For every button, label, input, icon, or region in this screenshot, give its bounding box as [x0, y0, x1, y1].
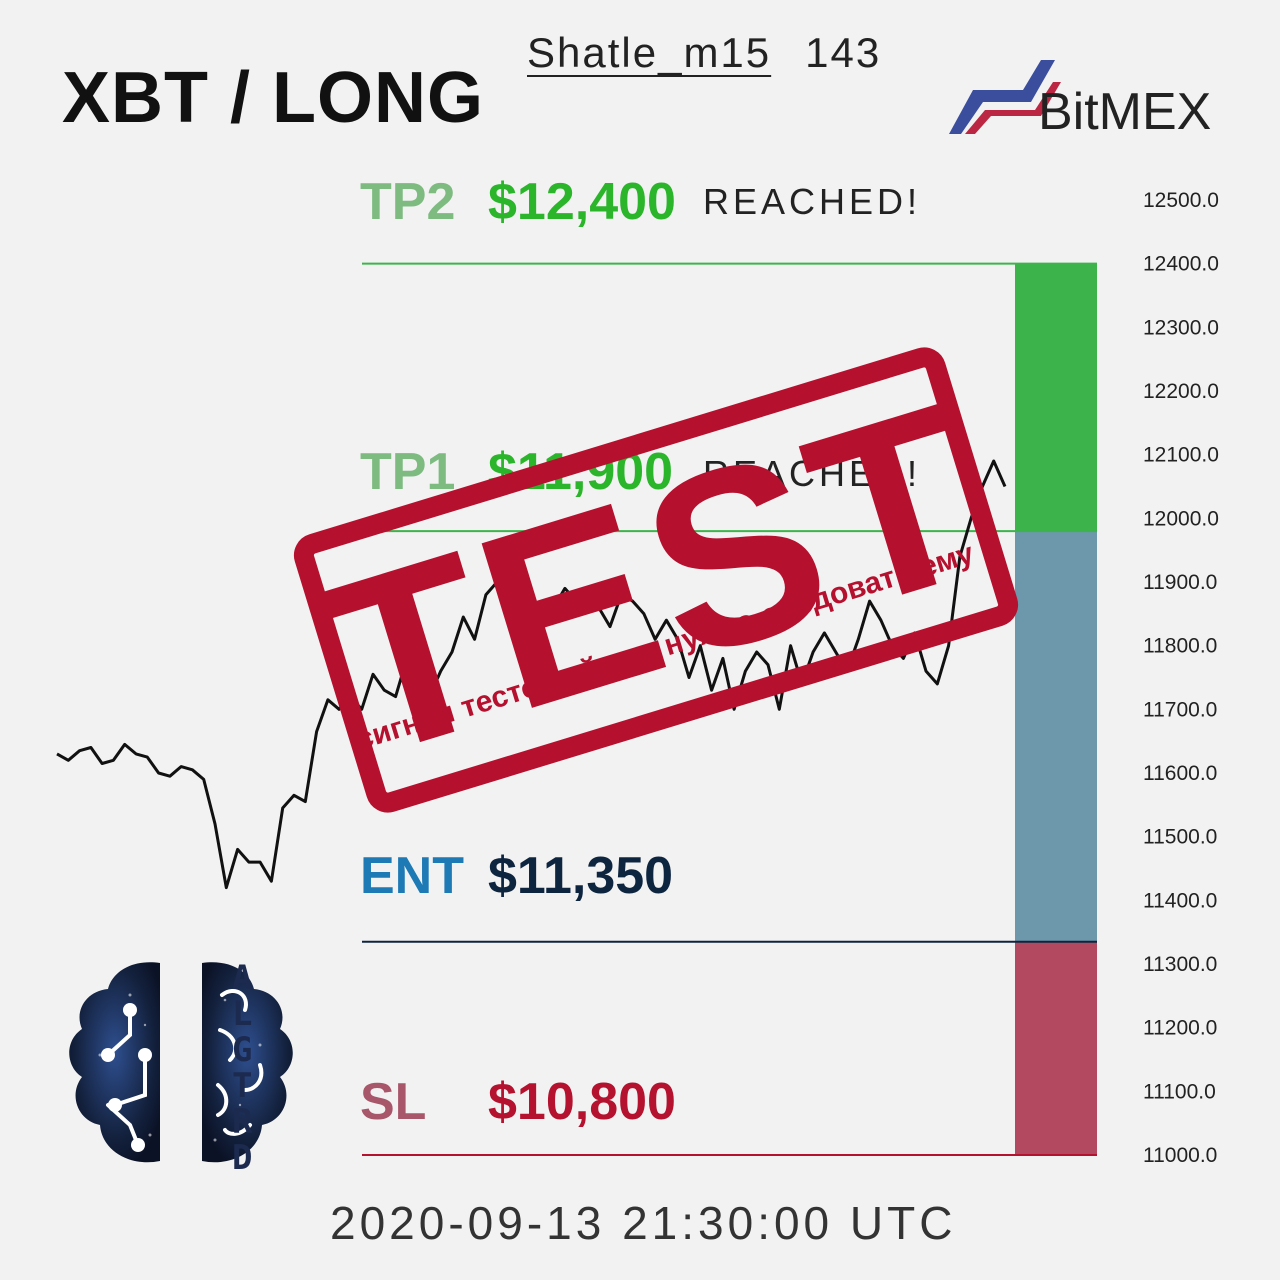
tp2-price: $12,400: [488, 173, 676, 231]
price-series-line: [56, 459, 1007, 890]
y-tick-label: 11200.0: [1143, 1017, 1217, 1040]
y-tick-label: 11100.0: [1143, 1080, 1216, 1103]
strategy-info: Shatle_m15 143: [527, 32, 881, 74]
sl-label: SL: [360, 1073, 427, 1131]
entry-zone: [1015, 531, 1097, 942]
tp1-status: REACHED!: [703, 453, 922, 494]
strategy-number: 143: [805, 29, 882, 76]
y-tick-label: 11300.0: [1143, 953, 1217, 976]
bitmex-logo-icon: [949, 60, 1061, 134]
y-tick-label: 11600.0: [1143, 762, 1217, 785]
brain-icon: [69, 962, 293, 1163]
y-tick-label: 11700.0: [1143, 698, 1217, 721]
y-tick-label: 12000.0: [1143, 507, 1219, 530]
page-title: XBT / LONG: [62, 58, 484, 138]
tp1-price: $11,900: [488, 443, 674, 501]
signal-timestamp: 2020-09-13 21:30:00 UTC: [330, 1197, 957, 1249]
tp2-status: REACHED!: [703, 181, 922, 222]
tp1-label: TP1: [360, 443, 456, 501]
algtrd-logo: A L G T R D: [60, 955, 300, 1180]
y-tick-label: 12400.0: [1143, 253, 1219, 276]
y-tick-label: 12200.0: [1143, 380, 1219, 403]
strategy-name: Shatle_m15: [527, 29, 772, 76]
logo-letter: A: [232, 958, 253, 998]
y-axis: 12500.0 12400.0 12300.0 12200.0 12100.0 12000…: [1143, 189, 1219, 1167]
y-tick-label: 11400.0: [1143, 889, 1217, 912]
logo-letter: L: [232, 994, 253, 1034]
tp2-label: TP2: [360, 173, 456, 231]
y-tick-label: 12100.0: [1143, 444, 1219, 467]
entry-price: $11,350: [488, 847, 674, 905]
logo-letter: T: [232, 1066, 253, 1106]
y-tick-label: 12300.0: [1143, 316, 1219, 339]
logo-letter: G: [232, 1030, 253, 1070]
y-tick-label: 11500.0: [1143, 826, 1217, 849]
loss-zone: [1015, 941, 1097, 1155]
y-tick-label: 11000.0: [1143, 1144, 1217, 1167]
entry-label: ENT: [360, 847, 464, 905]
y-tick-label: 12500.0: [1143, 189, 1219, 212]
y-tick-label: 11800.0: [1143, 635, 1217, 658]
exchange-name: BitMEX: [1038, 83, 1212, 141]
logo-letter: D: [232, 1138, 253, 1178]
y-tick-label: 11900.0: [1143, 571, 1217, 594]
profit-zone: [1015, 263, 1097, 532]
sl-price: $10,800: [488, 1073, 676, 1131]
logo-letter: R: [232, 1102, 253, 1142]
